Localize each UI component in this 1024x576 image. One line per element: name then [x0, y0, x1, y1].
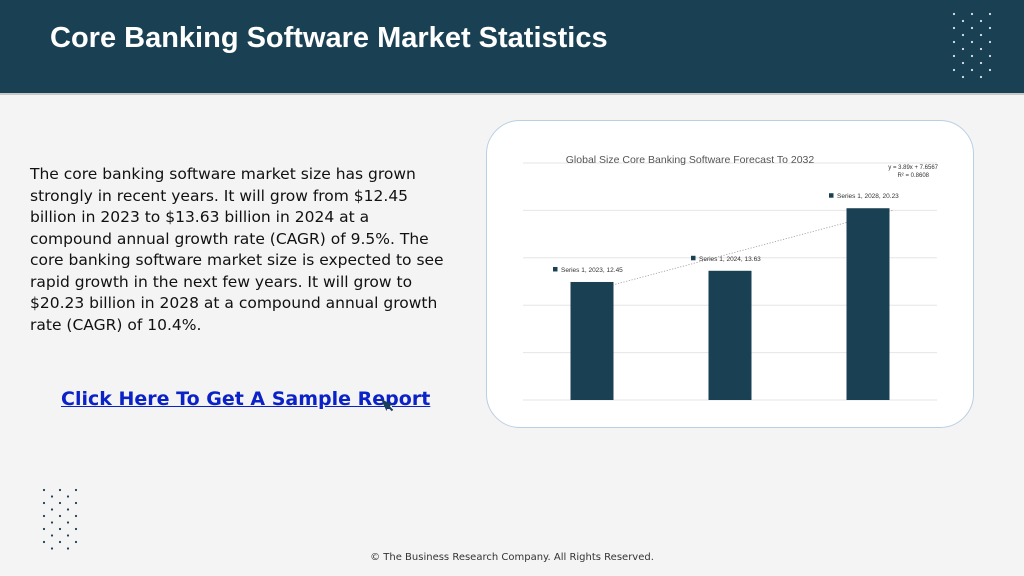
decor-dot — [42, 527, 46, 531]
chart-bar — [570, 281, 614, 400]
decor-dot — [74, 527, 78, 531]
chart-data-labels: Series 1, 2023, 12.45 Series 1, 2024, 13.… — [553, 193, 899, 274]
copyright-footer: © The Business Research Company. All Rig… — [370, 552, 654, 563]
trendline-equation: y = 3.89x + 7.6567 — [888, 165, 938, 171]
trendline-r-squared: R² = 0.8608 — [897, 173, 929, 179]
chart-data-label: Series 1, 2023, 12.45 — [561, 267, 623, 274]
decor-dot — [66, 508, 70, 511]
decor-dot — [979, 33, 983, 37]
dot-grid-icon — [952, 12, 992, 79]
decor-dot — [50, 521, 54, 524]
decor-dot — [66, 547, 70, 550]
chart-title: Global Size Core Banking Software Foreca… — [566, 154, 815, 166]
chart-data-label: Series 1, 2024, 13.63 — [699, 256, 761, 263]
decor-dot — [42, 488, 46, 492]
bar-chart: Series 1, 2023, 12.45 Series 1, 2024, 13.… — [523, 154, 939, 401]
decor-dot — [970, 12, 974, 16]
trendline — [571, 209, 894, 297]
page-title: Core Banking Software Market Statistics — [50, 22, 608, 54]
decor-dot — [979, 19, 983, 23]
sample-report-link[interactable]: Click Here To Get A Sample Report — [61, 388, 431, 410]
decor-dot — [58, 514, 62, 518]
decor-dot — [50, 547, 54, 550]
dot-grid-icon — [42, 488, 78, 550]
decor-dot — [952, 12, 956, 16]
data-label-marker — [553, 266, 558, 272]
decor-dot — [961, 75, 965, 79]
decor-dot — [961, 61, 965, 65]
decor-dot — [979, 61, 983, 65]
market-description: The core banking software market size ha… — [30, 165, 444, 334]
decor-dot — [988, 54, 992, 58]
chart-data-label: Series 1, 2028, 20.23 — [837, 193, 899, 200]
decor-dot — [74, 540, 78, 544]
decor-dot — [961, 19, 965, 23]
chart-trendline — [571, 209, 894, 297]
data-label-marker — [829, 193, 834, 198]
decor-dot — [42, 514, 46, 518]
decor-dot — [952, 26, 956, 30]
decor-dot — [988, 26, 992, 30]
header-bar: Core Banking Software Market Statistics — [0, 0, 1024, 95]
decor-dot — [58, 488, 62, 492]
chart-bar — [708, 270, 752, 400]
decor-dot — [50, 508, 54, 511]
decor-dot — [42, 501, 46, 505]
decor-dot — [952, 40, 956, 44]
decor-dot — [66, 495, 70, 498]
decor-dot — [988, 40, 992, 44]
decor-dot — [961, 33, 965, 37]
decor-dot — [952, 68, 956, 72]
decor-dot — [66, 534, 70, 537]
decor-dot — [988, 12, 992, 16]
decor-dot — [50, 534, 54, 537]
decor-dot — [952, 54, 956, 58]
decor-dot — [988, 68, 992, 72]
decor-dot — [74, 488, 78, 492]
decor-dot — [42, 540, 46, 544]
decor-dot — [58, 501, 62, 505]
chart-card: Series 1, 2023, 12.45 Series 1, 2024, 13.… — [486, 120, 974, 428]
decor-dot — [970, 54, 974, 58]
decor-dot — [970, 68, 974, 72]
decor-dot — [74, 501, 78, 505]
decor-dot — [979, 47, 983, 51]
decor-dot — [58, 527, 62, 531]
chart-bar — [846, 208, 890, 400]
decor-dot — [961, 47, 965, 51]
decor-dot — [979, 75, 983, 79]
chart-bars — [570, 208, 890, 400]
decor-dot — [50, 495, 54, 498]
cursor-arrow-icon — [381, 399, 394, 412]
decor-dot — [970, 26, 974, 30]
decor-dot — [74, 514, 78, 518]
data-label-marker — [691, 255, 696, 261]
decor-dot — [66, 521, 70, 524]
decor-dot — [970, 40, 974, 44]
decor-dot — [58, 540, 62, 544]
